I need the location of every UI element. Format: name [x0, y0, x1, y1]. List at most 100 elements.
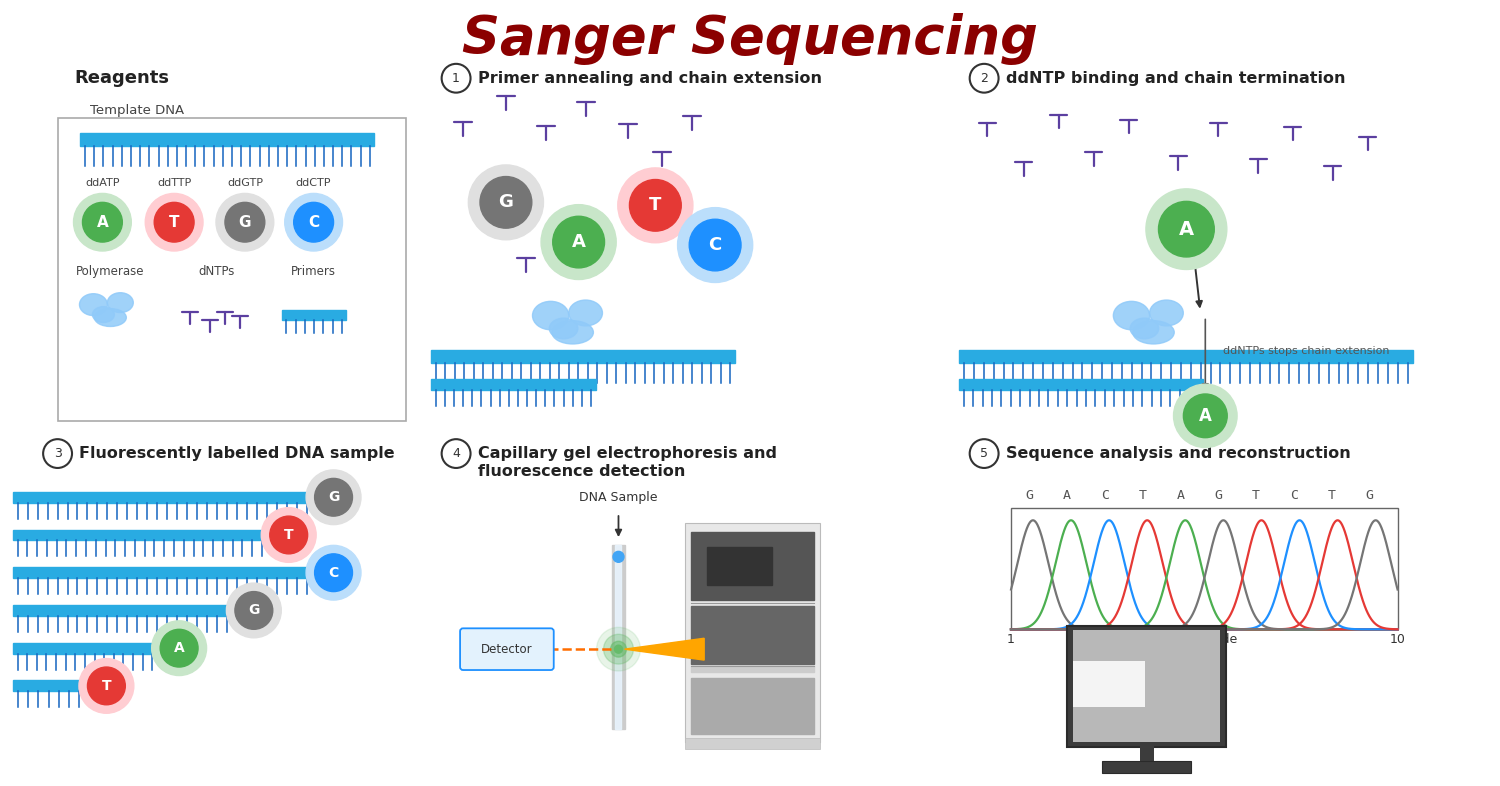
- Text: DNA Sample: DNA Sample: [579, 490, 657, 504]
- Text: C: C: [308, 215, 320, 230]
- Circle shape: [82, 202, 123, 242]
- Ellipse shape: [1130, 318, 1158, 339]
- Circle shape: [615, 645, 622, 653]
- Circle shape: [1146, 189, 1227, 270]
- Circle shape: [678, 208, 753, 282]
- Text: Primer annealing and chain extension: Primer annealing and chain extension: [478, 71, 822, 86]
- Circle shape: [969, 439, 999, 468]
- Circle shape: [552, 216, 604, 268]
- Circle shape: [480, 177, 532, 228]
- Ellipse shape: [1113, 301, 1149, 330]
- Text: T: T: [1252, 489, 1260, 501]
- Text: A: A: [96, 215, 108, 230]
- Text: Sequence analysis and reconstruction: Sequence analysis and reconstruction: [1007, 446, 1352, 461]
- Text: Primers: Primers: [291, 266, 336, 278]
- Ellipse shape: [549, 318, 578, 339]
- Text: Template DNA: Template DNA: [90, 104, 184, 116]
- Bar: [1011, 509, 1398, 630]
- Text: C: C: [1290, 489, 1298, 501]
- Text: ddGTP: ddGTP: [226, 178, 262, 189]
- Text: ddCTP: ddCTP: [296, 178, 332, 189]
- Circle shape: [1184, 394, 1227, 438]
- Circle shape: [603, 634, 633, 664]
- Text: G: G: [1215, 489, 1222, 501]
- Text: C: C: [328, 566, 339, 580]
- Text: A: A: [1176, 489, 1185, 501]
- Bar: [430, 379, 596, 390]
- Text: Fluorescently labelled DNA sample: Fluorescently labelled DNA sample: [80, 446, 395, 461]
- Bar: [12, 530, 267, 541]
- Bar: [1140, 744, 1154, 766]
- Text: T: T: [284, 528, 294, 542]
- FancyBboxPatch shape: [460, 628, 554, 670]
- Bar: [692, 678, 814, 733]
- Ellipse shape: [568, 300, 603, 326]
- Polygon shape: [624, 638, 704, 660]
- Circle shape: [152, 621, 207, 675]
- Bar: [12, 567, 312, 578]
- Text: Sanger Sequencing: Sanger Sequencing: [462, 13, 1038, 64]
- Circle shape: [160, 630, 198, 667]
- Text: T: T: [650, 196, 662, 215]
- Circle shape: [236, 592, 273, 630]
- Circle shape: [618, 168, 693, 243]
- Text: dNTPs: dNTPs: [200, 266, 236, 278]
- Bar: [1072, 630, 1221, 741]
- Circle shape: [80, 659, 134, 713]
- Bar: [615, 545, 621, 729]
- Text: T: T: [170, 215, 180, 230]
- Text: A: A: [1064, 489, 1071, 501]
- Text: Nucleotide: Nucleotide: [1170, 634, 1238, 646]
- Bar: [1072, 661, 1144, 707]
- Bar: [686, 737, 819, 750]
- Ellipse shape: [1149, 300, 1184, 326]
- Bar: [12, 643, 158, 654]
- Text: G: G: [498, 193, 513, 211]
- Circle shape: [87, 667, 126, 705]
- Circle shape: [315, 554, 352, 592]
- Text: G: G: [328, 490, 339, 505]
- Circle shape: [688, 219, 741, 271]
- Circle shape: [542, 204, 616, 280]
- Text: Reagents: Reagents: [75, 69, 170, 87]
- Bar: [958, 379, 1203, 390]
- Text: Laser: Laser: [710, 640, 744, 652]
- Bar: [1101, 762, 1191, 773]
- Bar: [12, 605, 232, 616]
- Bar: [612, 545, 626, 729]
- Text: 3: 3: [54, 447, 62, 460]
- Ellipse shape: [94, 309, 126, 326]
- Text: ddATP: ddATP: [86, 178, 120, 189]
- Circle shape: [614, 551, 624, 562]
- Circle shape: [1173, 384, 1238, 447]
- Ellipse shape: [108, 292, 134, 313]
- Ellipse shape: [532, 301, 568, 330]
- Text: 1: 1: [452, 72, 460, 85]
- Circle shape: [146, 193, 202, 251]
- Circle shape: [610, 641, 627, 657]
- Text: A: A: [1179, 219, 1194, 239]
- Circle shape: [468, 165, 543, 240]
- Circle shape: [306, 470, 362, 524]
- Text: Capillary gel electrophoresis and
fluorescence detection: Capillary gel electrophoresis and fluore…: [478, 446, 777, 479]
- Bar: [81, 134, 375, 146]
- Bar: [692, 666, 814, 672]
- Text: T: T: [1328, 489, 1336, 501]
- Text: G: G: [238, 215, 250, 230]
- Bar: [686, 523, 819, 741]
- Text: T: T: [102, 679, 111, 693]
- Circle shape: [154, 202, 194, 242]
- Bar: [692, 532, 814, 600]
- Circle shape: [285, 193, 342, 251]
- Text: G: G: [1365, 489, 1374, 501]
- Ellipse shape: [552, 321, 594, 344]
- Text: G: G: [248, 604, 259, 618]
- Ellipse shape: [93, 307, 114, 322]
- Circle shape: [441, 64, 471, 93]
- Text: ddNTPs stops chain extension: ddNTPs stops chain extension: [1222, 347, 1389, 356]
- Circle shape: [74, 193, 132, 251]
- Bar: [430, 350, 735, 362]
- Bar: [692, 607, 814, 664]
- Text: 4: 4: [452, 447, 460, 460]
- Bar: [12, 492, 312, 503]
